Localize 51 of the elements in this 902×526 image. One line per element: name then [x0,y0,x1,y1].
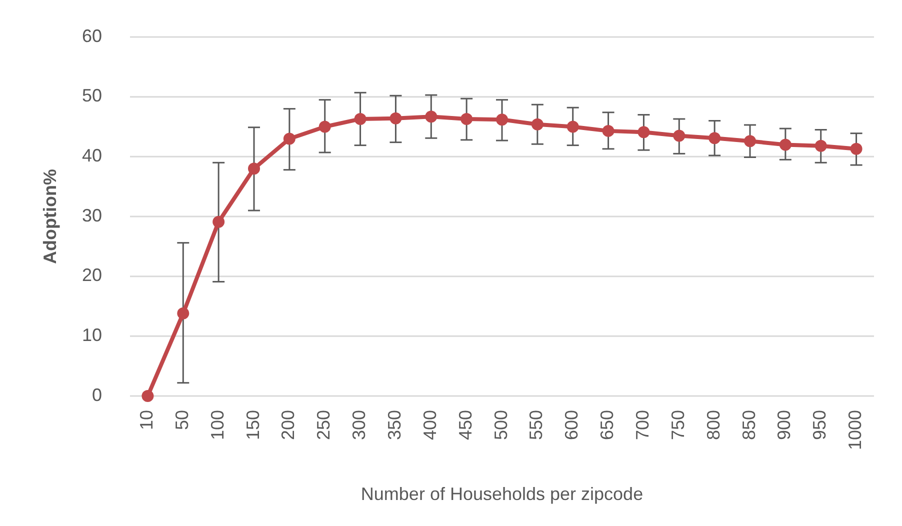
y-tick-label: 0 [92,384,102,405]
point [814,140,827,152]
x-tick-label: 150 [242,410,263,440]
x-tick-label: 900 [774,410,794,440]
point [673,130,686,142]
point [744,135,756,148]
point [318,120,331,133]
point [566,120,579,133]
point [283,132,296,145]
point [248,162,260,175]
point [638,126,650,138]
point [531,118,544,130]
x-tick-label: 750 [668,410,688,440]
y-tick-label: 20 [82,265,102,286]
point [177,307,190,320]
point [460,112,473,125]
x-tick-label: 450 [455,410,476,440]
x-tick-label: 10 [136,410,156,430]
x-tick-label: 700 [632,410,652,440]
y-tick-label: 40 [82,145,102,166]
point [850,142,862,155]
x-tick-label: 800 [703,410,724,440]
point [212,216,225,228]
point [390,112,402,124]
x-tick-label: 300 [349,410,370,440]
point [602,124,614,137]
point [496,114,508,126]
x-tick-label: 1000 [845,410,866,450]
x-tick-label: 400 [420,410,440,440]
point [425,110,438,123]
x-tick-label: 850 [738,410,759,440]
x-tick-label: 950 [810,410,830,440]
x-tick-label: 550 [526,410,546,440]
x-tick-label: 50 [172,410,192,430]
x-tick-label: 250 [314,410,334,440]
point [354,112,366,125]
x-tick-label: 100 [207,410,228,440]
y-tick-label: 50 [82,86,102,106]
x-tick-label: 500 [490,410,511,440]
y-tick-label: 10 [82,324,102,345]
point [708,132,721,144]
x-tick-label: 650 [597,410,618,440]
x-axis-title: Number of Households per zipcode [360,484,644,504]
point [779,138,792,151]
y-axis-title: Adoption% [40,169,60,264]
y-tick-label: 30 [82,205,102,226]
point [142,390,154,402]
x-tick-label: 350 [384,410,404,440]
x-tick-label: 200 [278,410,298,440]
y-tick-label: 60 [82,26,102,46]
x-tick-label: 600 [562,410,582,440]
